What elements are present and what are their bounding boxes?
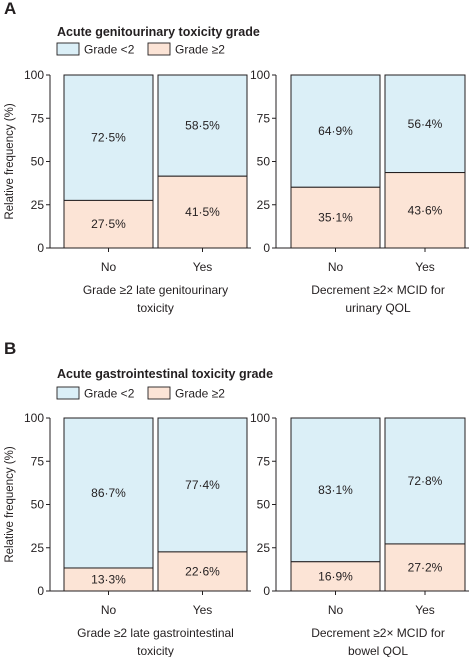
y-tick-label: 25 (31, 198, 45, 212)
data-label: 58·5% (185, 119, 220, 133)
bar-segment-grade-ge2 (290, 186, 381, 249)
data-label: 41·5% (185, 205, 220, 219)
y-tick-label: 25 (257, 198, 271, 212)
subplot-2: 0 25 50 75 100 83·1% 16·9% No 72·8% 27·2% Yes Decre… (250, 411, 469, 657)
bar-segment-grade-ge2 (63, 199, 154, 249)
x-tick-label: No (328, 260, 344, 274)
panel-letter: A (4, 0, 16, 18)
y-tick-label: 50 (31, 155, 45, 169)
subplot-1: 0 25 50 75 100 72·5% 27·5% No 58·5% 41·5% Yes Grade… (24, 68, 251, 315)
x-axis-label: bowel QOL (348, 644, 408, 657)
x-axis-label: urinary QOL (345, 301, 411, 315)
y-tick-label: 0 (37, 241, 44, 255)
x-tick-label: Yes (193, 603, 213, 617)
y-tick-label: 100 (250, 68, 270, 82)
y-tick-label: 0 (263, 584, 270, 598)
legend-title: Acute genitourinary toxicity grade (57, 25, 260, 39)
y-tick-label: 75 (31, 454, 45, 468)
legend: Grade <2 Grade ≥2 (56, 42, 225, 57)
y-tick-label: 100 (250, 411, 270, 425)
bar-segment-grade-ge2 (157, 551, 248, 592)
bar-segment-grade-ge2 (290, 561, 381, 592)
bar-segment-grade-lt2 (290, 417, 381, 563)
y-tick-label: 100 (24, 411, 44, 425)
x-tick-label: Yes (415, 603, 435, 617)
y-tick-label: 100 (24, 68, 44, 82)
bar-segment-grade-lt2 (157, 74, 248, 177)
legend-label: Grade <2 (84, 43, 135, 57)
y-tick-label: 0 (37, 584, 44, 598)
data-label: 72·8% (408, 474, 443, 488)
bar-segment-grade-lt2 (290, 74, 381, 188)
y-tick-label: 25 (31, 541, 45, 555)
x-tick-label: Yes (415, 260, 435, 274)
y-tick-label: 50 (31, 498, 45, 512)
legend-title: Acute gastrointestinal toxicity grade (57, 367, 273, 381)
data-label: 22·6% (185, 564, 220, 578)
panel-b: B Acute gastrointestinal toxicity grade Gr… (4, 339, 469, 657)
y-tick-label: 50 (257, 155, 271, 169)
bar-segment-grade-lt2 (63, 417, 154, 569)
y-tick-label: 0 (263, 241, 270, 255)
x-tick-label: Yes (193, 260, 213, 274)
panel-letter: B (4, 339, 16, 358)
data-label: 35·1% (318, 211, 353, 225)
data-label: 16·9% (318, 569, 353, 583)
bar-segment-grade-lt2 (384, 417, 466, 545)
legend-label: Grade ≥2 (175, 387, 225, 401)
y-axis-label: Relative frequency (%) (4, 103, 16, 219)
data-label: 13·3% (91, 572, 126, 586)
data-label: 56·4% (408, 117, 443, 131)
panel-a: A Acute genitourinary toxicity grade Grade… (4, 0, 469, 315)
bar-segment-grade-ge2 (157, 175, 248, 249)
legend: Grade <2 Grade ≥2 (56, 386, 225, 401)
y-tick-label: 25 (257, 541, 271, 555)
data-label: 27·2% (408, 560, 443, 574)
x-axis-label: Decrement ≥2× MCID for (311, 626, 445, 640)
y-tick-label: 75 (257, 111, 271, 125)
data-label: 72·5% (91, 131, 126, 145)
y-tick-label: 75 (257, 454, 271, 468)
legend-swatch (147, 386, 171, 400)
y-tick-label: 75 (31, 111, 45, 125)
bar-segment-grade-lt2 (157, 417, 248, 553)
legend-swatch (56, 42, 80, 56)
subplot-1: 0 25 50 75 100 86·7% 13·3% No 77·4% 22·6% Yes Grade… (24, 411, 251, 657)
data-label: 77·4% (185, 478, 220, 492)
legend-swatch (56, 386, 80, 400)
x-axis-label: Decrement ≥2× MCID for (311, 283, 445, 297)
legend-label: Grade ≥2 (175, 43, 225, 57)
y-axis-label: Relative frequency (%) (4, 446, 16, 562)
x-axis-label: toxicity (137, 301, 174, 315)
x-tick-label: No (101, 603, 117, 617)
data-label: 27·5% (91, 217, 126, 231)
y-tick-label: 50 (257, 498, 271, 512)
legend-swatch (147, 42, 171, 56)
x-axis-label: Grade ≥2 late genitourinary (83, 283, 228, 297)
data-label: 43·6% (408, 203, 443, 217)
x-axis-label: toxicity (137, 644, 174, 657)
x-tick-label: No (328, 603, 344, 617)
x-axis-label: Grade ≥2 late gastrointestinal (77, 626, 234, 640)
subplot-2: 0 25 50 75 100 64·9% 35·1% No 56·4% 43·6% Yes Decre… (250, 68, 469, 315)
data-label: 64·9% (318, 124, 353, 138)
bar-segment-grade-ge2 (384, 172, 466, 249)
data-label: 86·7% (91, 486, 126, 500)
x-tick-label: No (101, 260, 117, 274)
bar-segment-grade-lt2 (384, 74, 466, 174)
legend-label: Grade <2 (84, 387, 135, 401)
data-label: 83·1% (318, 483, 353, 497)
